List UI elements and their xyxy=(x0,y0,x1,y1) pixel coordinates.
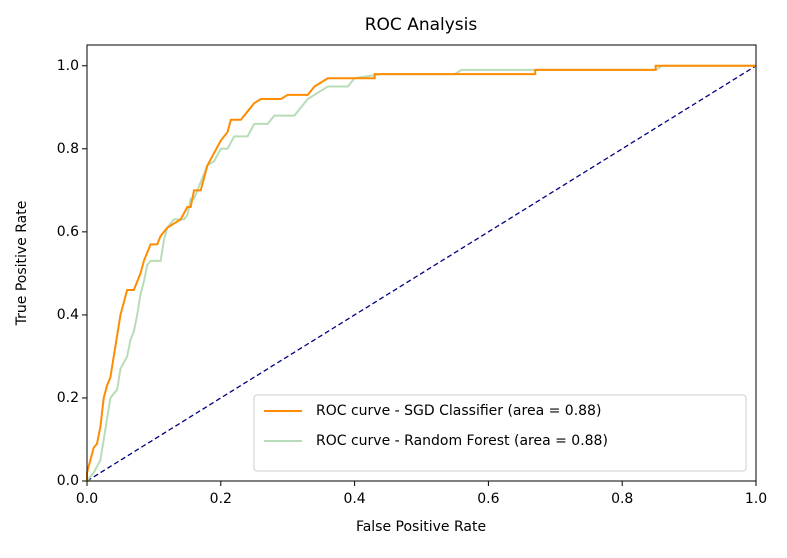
x-tick-label: 0.6 xyxy=(477,491,499,507)
x-tick-label: 0.2 xyxy=(210,491,232,507)
y-tick-label: 0.2 xyxy=(57,390,79,406)
legend-label: ROC curve - Random Forest (area = 0.88) xyxy=(316,433,608,449)
roc-curve xyxy=(86,64,756,482)
x-tick-label: 0.0 xyxy=(76,491,98,507)
x-tick-label: 0.8 xyxy=(611,491,633,507)
y-tick-label: 0.0 xyxy=(57,473,79,489)
x-tick-label: 1.0 xyxy=(745,491,767,507)
legend-box xyxy=(253,394,747,472)
y-tick-label: 0.6 xyxy=(57,224,79,240)
y-tick-label: 0.8 xyxy=(57,141,79,157)
y-axis-label: True Positive Rate xyxy=(14,201,30,327)
x-tick-label: 0.4 xyxy=(343,491,365,507)
legend-label: ROC curve - SGD Classifier (area = 0.88) xyxy=(316,403,601,419)
y-tick-label: 1.0 xyxy=(57,58,79,74)
y-tick-label: 0.4 xyxy=(57,307,79,323)
roc-curve xyxy=(86,64,756,481)
x-axis-label: False Positive Rate xyxy=(356,519,486,535)
plot-frame xyxy=(86,44,757,482)
chart-title: ROC Analysis xyxy=(365,15,478,35)
legend: ROC curve - SGD Classifier (area = 0.88)… xyxy=(253,394,747,472)
reference-line xyxy=(86,65,757,482)
